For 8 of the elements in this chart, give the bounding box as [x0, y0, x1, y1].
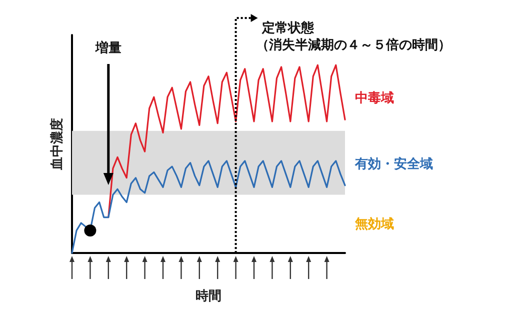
text: 中毒域	[355, 91, 394, 106]
text: 増量	[94, 40, 122, 56]
text: （消失半減期の４～５倍の時間）	[256, 37, 451, 53]
band-label: 有効・安全域	[354, 156, 433, 172]
y-axis-title: 血中濃度	[49, 118, 65, 171]
text: 無効域	[354, 216, 394, 232]
x-axis-title: 時間	[196, 289, 222, 304]
text: 定常状態	[260, 20, 315, 36]
